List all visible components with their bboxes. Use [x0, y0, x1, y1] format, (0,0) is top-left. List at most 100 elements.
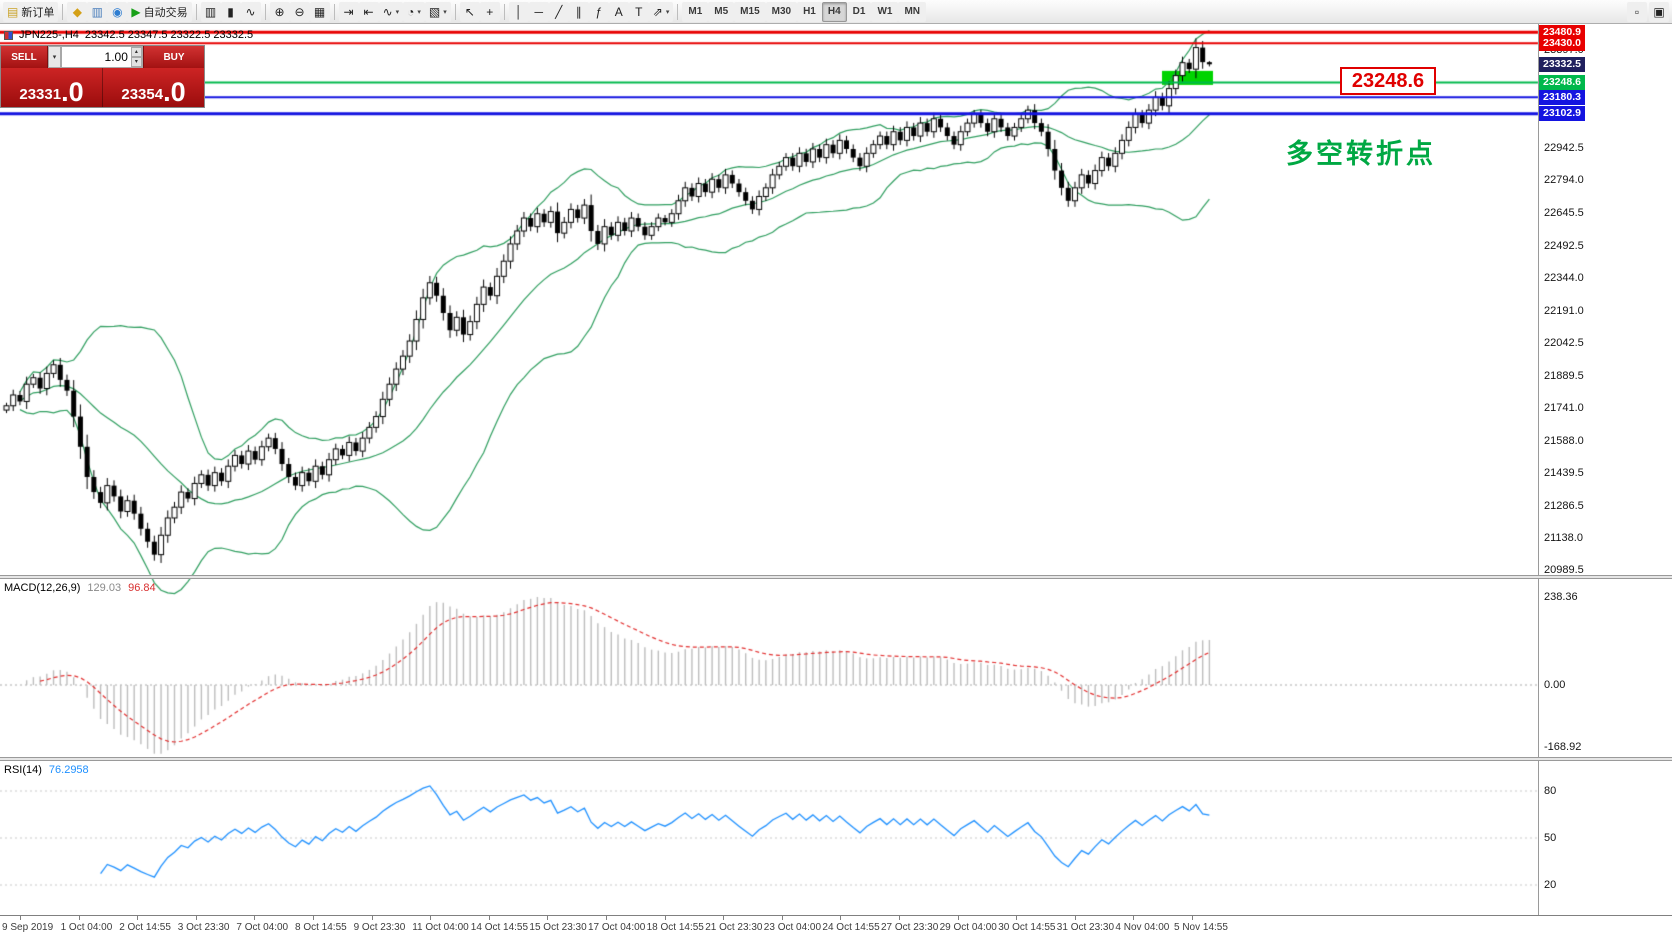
community-icon: ▣ [1653, 4, 1665, 19]
bar-chart-button[interactable]: ▥ [200, 1, 221, 22]
templates-button[interactable]: ▧ ▾ [424, 1, 451, 22]
chart-macd-splitter[interactable] [0, 575, 1672, 579]
time-axis-tick [957, 916, 959, 920]
time-axis-tick [430, 916, 432, 920]
price-scale[interactable] [1539, 24, 1672, 915]
time-axis[interactable]: 9 Sep 2019 1 Oct 04:00 2 Oct 14:55 3 Oct 23… [0, 915, 1672, 947]
community-button[interactable]: ▣ [1649, 1, 1669, 22]
time-axis-tick [488, 916, 490, 920]
autotrading-button[interactable]: ▶ 自动交易 [127, 1, 192, 22]
vertical-line-icon: │ [515, 4, 523, 19]
trade-panel-controls: SELL ▾ ▴ ▾ BUY [1, 46, 204, 68]
indicators-icon: ∿ [382, 4, 393, 19]
timeframe-button-m15[interactable]: M15 [734, 1, 766, 22]
volume-down-button[interactable]: ▾ [130, 57, 142, 67]
window-restore-button[interactable]: ▫ [1627, 1, 1647, 22]
time-axis-tick [664, 916, 666, 920]
timeframe-button-h4[interactable]: H4 [821, 1, 847, 22]
timeframe-button-m30[interactable]: M30 [765, 1, 798, 22]
equidistant-channel-icon: ∥ [575, 4, 582, 19]
timeframe-button-m5[interactable]: M5 [708, 1, 735, 22]
caret-down-icon: ▾ [395, 8, 400, 16]
chart-shift-button[interactable]: ⇤ [358, 1, 379, 22]
zoom-out-button[interactable]: ⊖ [289, 1, 310, 22]
auto-scroll-icon: ⇥ [343, 4, 354, 19]
caret-down-icon: ▾ [443, 8, 447, 16]
buy-price[interactable]: 23354 .0 [103, 68, 204, 107]
cursor-icon: ↖ [464, 4, 475, 19]
volume-up-button[interactable]: ▴ [130, 47, 142, 57]
volume-input[interactable] [62, 47, 131, 67]
timeframe-button-h1[interactable]: H1 [797, 1, 822, 22]
buy-button[interactable]: BUY [143, 46, 204, 68]
timeframe-button-m1[interactable]: M1 [682, 1, 709, 22]
periods-icon: ◔ [407, 4, 415, 19]
horizontal-line-icon: ─ [534, 4, 544, 19]
time-axis-label: 3 Oct 23:30 [177, 922, 230, 933]
timeframe-button-w1[interactable]: W1 [871, 1, 899, 22]
timeframe-button-d1[interactable]: D1 [846, 1, 872, 22]
data-window-icon: ▥ [91, 4, 104, 19]
time-axis-tick [606, 916, 607, 920]
periods-button[interactable]: ◔ ▾ [403, 1, 425, 22]
macd-value-main: 129.03 [87, 582, 122, 594]
navigator-button[interactable]: ◉ [107, 1, 128, 22]
time-axis-label: 29 Oct 04:00 [939, 922, 997, 933]
rsi-header: RSI(14) 76.2958 [4, 764, 89, 776]
toolbar-separator [333, 3, 335, 20]
text-icon: A [614, 4, 623, 19]
auto-scroll-button[interactable]: ⇥ [338, 1, 359, 22]
trade-panel-divider [102, 68, 103, 107]
toolbar-separator [264, 3, 266, 20]
macd-rsi-splitter[interactable] [0, 757, 1672, 761]
indicators-button[interactable]: ∿ ▾ [378, 1, 404, 22]
new-order-button[interactable]: ▤ 新订单 [3, 1, 59, 22]
navigator-icon: ◉ [112, 4, 123, 19]
symbol-chart-icon [4, 30, 13, 40]
rsi-title: RSI(14) [4, 764, 42, 776]
toolbar-separator [454, 3, 456, 20]
line-chart-button[interactable]: ∿ [240, 1, 261, 22]
zoom-in-button[interactable]: ⊕ [269, 1, 290, 22]
caret-down-icon: ▾ [417, 8, 421, 16]
tile-windows-button[interactable]: ▦ [309, 1, 330, 22]
sell-button[interactable]: SELL [1, 46, 48, 68]
vertical-line-button[interactable]: │ [508, 1, 529, 22]
fibonacci-button[interactable]: ƒ [588, 1, 609, 22]
turning-point-annotation: 多空转折点 [1286, 139, 1436, 170]
sell-price[interactable]: 23331 .0 [1, 68, 102, 107]
time-axis-label: 11 Oct 04:00 [412, 922, 469, 933]
label-button[interactable]: T [628, 1, 649, 22]
time-axis-tick [371, 916, 373, 920]
horizontal-line-button[interactable]: ─ [528, 1, 549, 22]
zoom-in-icon: ⊕ [274, 4, 285, 19]
order-options-caret-icon[interactable]: ▾ [48, 46, 61, 68]
text-button[interactable]: A [608, 1, 629, 22]
buy-price-main: 23354 [121, 85, 164, 103]
time-axis-label: 21 Oct 23:30 [705, 922, 763, 933]
equidistant-channel-button[interactable]: ∥ [568, 1, 589, 22]
crosshair-button[interactable]: + [479, 1, 500, 22]
arrows-icon: ⇗ [652, 4, 663, 19]
autotrading-label: 自动交易 [143, 6, 188, 19]
time-axis-tick [840, 916, 842, 920]
market-watch-button[interactable]: ◆ [67, 1, 88, 22]
data-window-button[interactable]: ▥ [87, 1, 108, 22]
trendline-button[interactable]: ╱ [548, 1, 569, 22]
volume-spin-buttons: ▴ ▾ [130, 47, 142, 67]
toolbar-separator [62, 3, 64, 20]
macd-title: MACD(12,26,9) [4, 582, 81, 594]
time-axis-tick [195, 916, 197, 920]
volume-stepper: ▴ ▾ [61, 46, 143, 68]
fibonacci-icon: ƒ [595, 4, 603, 19]
time-axis-label: 4 Nov 04:00 [1115, 922, 1170, 933]
candlestick-chart-button[interactable]: ▮ [220, 1, 241, 22]
cursor-button[interactable]: ↖ [459, 1, 480, 22]
toolbar-separator [195, 3, 197, 20]
timeframe-button-mn[interactable]: MN [898, 1, 927, 22]
macd-header: MACD(12,26,9) 129.03 96.84 [4, 582, 156, 594]
arrows-button[interactable]: ⇗ ▾ [648, 1, 674, 22]
crosshair-icon: + [486, 4, 494, 19]
time-axis-label: 2 Oct 14:55 [119, 922, 171, 933]
